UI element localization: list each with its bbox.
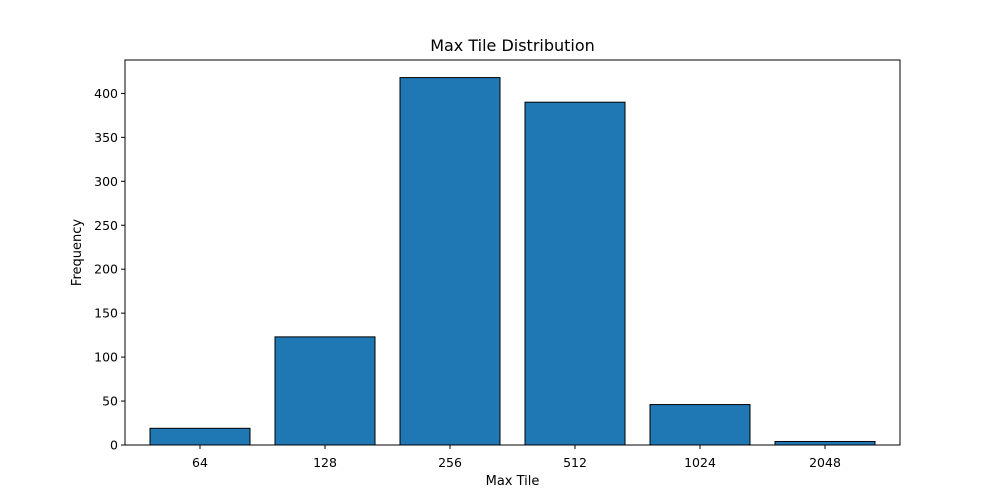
x-tick-label: 512 <box>563 455 587 470</box>
y-tick-label: 350 <box>94 130 118 145</box>
x-axis: 64 128 256 512 1024 2048 <box>192 445 841 470</box>
y-tick-label: 100 <box>94 350 118 365</box>
x-tick-label: 256 <box>438 455 462 470</box>
y-tick-label: 400 <box>94 86 118 101</box>
bar-2048 <box>774 440 876 446</box>
y-tick-label: 0 <box>110 438 118 453</box>
x-tick-label: 64 <box>192 455 208 470</box>
plot-frame <box>124 59 901 446</box>
x-axis-label: Max Tile <box>486 474 540 489</box>
y-axis: 0 50 100 150 200 250 300 350 400 <box>94 86 125 453</box>
chart-title: Max Tile Distribution <box>430 36 595 55</box>
bars-group <box>149 77 876 446</box>
bar-64 <box>149 427 251 446</box>
y-tick-label: 200 <box>94 262 118 277</box>
x-tick-label: 2048 <box>809 455 841 470</box>
y-tick-label: 300 <box>94 174 118 189</box>
y-tick-label: 150 <box>94 306 118 321</box>
bar-1024 <box>649 404 751 446</box>
y-tick-label: 50 <box>102 394 118 409</box>
x-tick-label: 1024 <box>684 455 716 470</box>
y-tick-label: 250 <box>94 218 118 233</box>
bar-128 <box>274 336 376 446</box>
x-tick-label: 128 <box>313 455 337 470</box>
bar-512 <box>524 101 626 446</box>
y-axis-label: Frequency <box>70 219 85 286</box>
bar-256 <box>399 77 501 446</box>
